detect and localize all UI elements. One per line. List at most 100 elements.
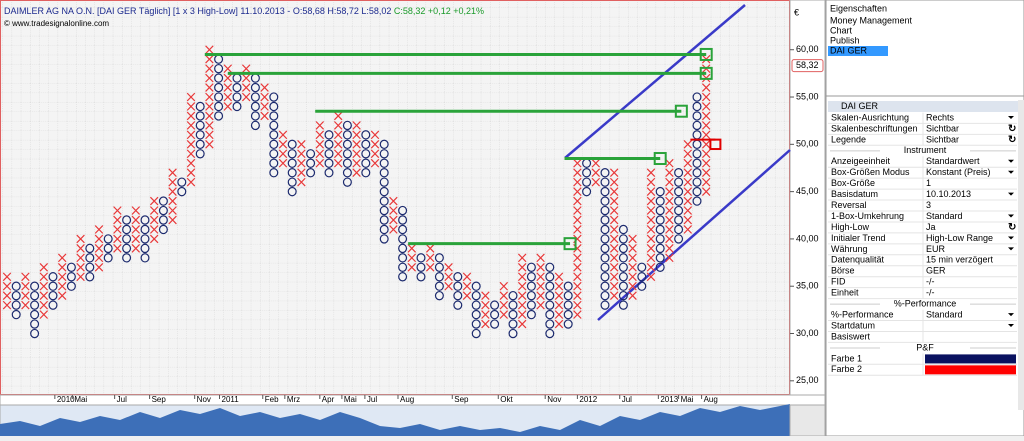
o-box: [287, 139, 297, 150]
property-label: Basisdatum: [831, 189, 878, 199]
x-box: [407, 244, 417, 253]
o-box: [361, 168, 371, 178]
o-box: [379, 196, 389, 206]
x-box: [609, 281, 619, 291]
x-tick-label: Aug: [704, 395, 718, 404]
o-box: [287, 177, 297, 187]
x-box: [278, 140, 288, 149]
dropdown-arrow[interactable]: [1008, 247, 1014, 251]
o-box: [48, 281, 58, 291]
dropdown-arrow[interactable]: [1008, 116, 1014, 119]
o-box: [122, 224, 132, 235]
x-box: [517, 281, 527, 291]
tree-selected: [828, 46, 888, 56]
tree-item[interactable]: Chart: [830, 25, 853, 35]
pf-column: [250, 73, 260, 131]
pf-column: [655, 186, 665, 272]
panel-scrollbar[interactable]: [1018, 100, 1024, 410]
o-box: [563, 319, 573, 329]
x-box: [352, 168, 361, 178]
property-value[interactable]: Standardwert: [926, 156, 980, 166]
x-box: [370, 158, 380, 168]
x-box: [628, 253, 637, 263]
dropdown-arrow[interactable]: [1008, 159, 1014, 163]
x-box: [278, 130, 288, 140]
property-value[interactable]: Konstant (Preis): [926, 167, 991, 177]
x-box: [573, 206, 582, 215]
o-box: [342, 130, 352, 140]
x-box: [701, 187, 711, 196]
pf-column: [48, 272, 58, 310]
o-box: [508, 300, 518, 310]
o-box: [471, 319, 481, 329]
x-box: [683, 149, 693, 159]
x-tick-label: Mrz: [287, 395, 300, 404]
o-box: [618, 234, 628, 244]
x-box: [665, 244, 674, 253]
dropdown-arrow[interactable]: [1008, 313, 1014, 317]
property-value[interactable]: EUR: [926, 244, 946, 254]
y-tick-label: 50,00: [796, 139, 819, 149]
property-value[interactable]: Standard: [926, 309, 963, 319]
property-label: FID: [831, 277, 846, 287]
x-box: [113, 215, 122, 225]
property-value[interactable]: Sichtbar: [926, 123, 959, 133]
x-box: [205, 111, 214, 121]
x-box: [57, 272, 67, 282]
o-box: [674, 234, 684, 244]
property-value[interactable]: 3: [926, 200, 931, 210]
o-box: [618, 224, 628, 235]
property-value: -/-: [926, 277, 935, 287]
dropdown-arrow[interactable]: [1008, 236, 1014, 240]
o-box: [342, 139, 352, 150]
x-box: [462, 291, 472, 300]
o-box: [655, 253, 665, 263]
x-box: [609, 206, 619, 215]
color-swatch[interactable]: [925, 354, 1016, 364]
pf-column: [30, 281, 40, 339]
x-box: [425, 262, 435, 272]
x-box: [665, 168, 674, 178]
x-box: [573, 187, 582, 196]
toggle-icon[interactable]: ↻: [1008, 222, 1016, 233]
o-box: [30, 290, 40, 301]
tree-item[interactable]: Publish: [830, 35, 860, 45]
scroll-buttons[interactable]: [789, 404, 826, 437]
o-box: [379, 139, 389, 150]
o-box: [30, 328, 40, 339]
property-label: Initialer Trend: [831, 233, 886, 243]
x-box: [573, 300, 582, 310]
toggle-icon[interactable]: ↻: [1008, 124, 1016, 135]
x-box: [76, 244, 85, 253]
property-value[interactable]: Sichtbar: [926, 134, 959, 144]
property-value[interactable]: Rechts: [926, 112, 955, 122]
x-box: [352, 149, 361, 159]
property-value[interactable]: 1: [926, 178, 931, 188]
o-box: [600, 300, 610, 310]
tree-item[interactable]: DAI GER: [830, 45, 868, 55]
color-swatch[interactable]: [925, 365, 1016, 375]
x-box: [665, 187, 674, 196]
property-value[interactable]: Ja: [926, 222, 936, 232]
dropdown-arrow[interactable]: [1008, 324, 1014, 328]
o-box: [398, 205, 408, 216]
x-tick-label: Mai: [74, 395, 87, 404]
x-box: [205, 130, 214, 140]
x-box: [389, 215, 398, 225]
o-box: [30, 309, 40, 320]
dropdown-arrow[interactable]: [1008, 214, 1014, 218]
dropdown-arrow[interactable]: [1008, 170, 1014, 174]
pf-column: [683, 140, 693, 234]
o-box: [269, 111, 279, 121]
pf-column: [94, 225, 104, 272]
dropdown-arrow[interactable]: [1008, 192, 1014, 196]
toggle-icon[interactable]: ↻: [1008, 135, 1016, 146]
tree-item[interactable]: Money Management: [830, 15, 913, 25]
pf-column: [536, 253, 545, 310]
section-bg: [880, 342, 970, 353]
x-box: [425, 253, 435, 263]
property-value[interactable]: High-Low Range: [926, 233, 993, 243]
x-tick-label: Sep: [152, 395, 167, 404]
x-tick-label: 2013: [660, 395, 678, 404]
pending-box: [709, 138, 722, 151]
